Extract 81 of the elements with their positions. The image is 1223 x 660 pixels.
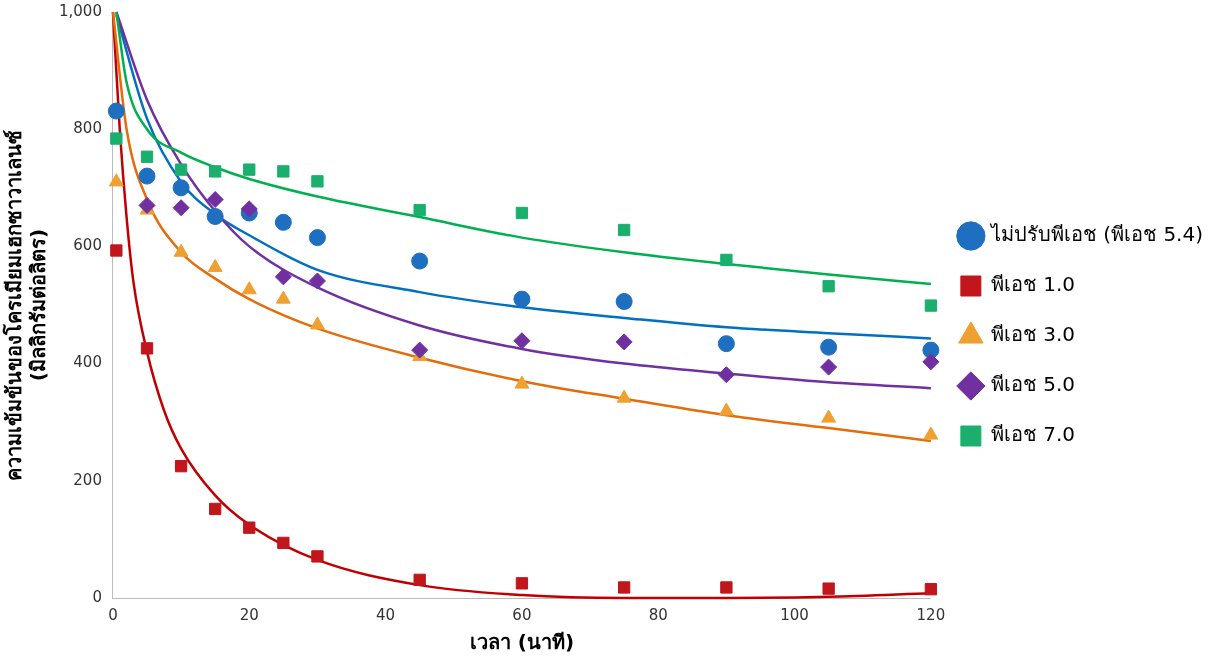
point (617, 223, 631, 237)
point (311, 550, 324, 563)
point (311, 175, 324, 188)
point (514, 375, 530, 389)
point (615, 333, 633, 351)
line-series (115, 10, 933, 286)
point (924, 299, 938, 312)
point (243, 163, 256, 176)
point (277, 536, 290, 550)
point (515, 206, 529, 220)
legend-label: พีเอช 7.0 (990, 422, 1076, 447)
point (720, 581, 733, 594)
point (209, 502, 222, 516)
x-tick-label: 80 (648, 605, 668, 624)
point (173, 243, 189, 257)
x-tick-label: 100 (780, 605, 809, 624)
point (274, 213, 292, 231)
point (411, 252, 429, 270)
point (924, 583, 938, 596)
point (923, 426, 939, 440)
point (240, 200, 258, 218)
legend-label: พีเอช 5.0 (990, 372, 1076, 397)
point (241, 281, 257, 295)
point (616, 389, 632, 403)
point (138, 167, 156, 185)
point (617, 581, 631, 594)
x-tick-label: 60 (512, 605, 532, 624)
x-axis-title: เวลา (นาที) (469, 630, 575, 655)
point (413, 573, 426, 586)
point (110, 132, 123, 145)
y-tick-label: 600 (73, 236, 102, 255)
point (615, 292, 633, 310)
point (277, 165, 290, 178)
point (922, 353, 940, 371)
point (717, 335, 735, 353)
point (718, 402, 734, 416)
y-tick-label: 800 (73, 119, 102, 138)
point (515, 577, 529, 590)
point (822, 280, 835, 293)
point (820, 338, 838, 356)
y-tick-label: 0 (92, 587, 102, 606)
y-axis-title: ความเข้มข้นของโครเมียมเฮกซาวาเลนซ์ (มิลลิกรัมต่อลิตร) (2, 129, 51, 481)
point (310, 316, 325, 330)
point (308, 272, 326, 290)
y-tick-label: 400 (73, 353, 102, 372)
point (140, 150, 154, 163)
legend-label: ไม่ปรับพีเอช (พีเอช 5.4) (988, 222, 1204, 247)
y-tick-label: 1,000 (58, 1, 102, 20)
legend-label: พีเอช 1.0 (990, 272, 1076, 297)
point (209, 165, 222, 178)
point (717, 366, 735, 384)
point (206, 208, 224, 226)
point (174, 459, 188, 473)
x-tick-label: 40 (376, 605, 396, 624)
point (172, 199, 190, 217)
point (720, 253, 733, 267)
point (513, 290, 531, 308)
point (411, 341, 429, 359)
point (243, 521, 256, 534)
point (822, 582, 835, 595)
point (820, 358, 838, 376)
point (207, 259, 223, 272)
x-tick-label: 20 (239, 605, 259, 624)
point (107, 102, 125, 120)
point (174, 163, 188, 176)
point (108, 173, 124, 187)
point (110, 244, 123, 257)
point (513, 332, 531, 350)
x-tick-label: 0 (108, 605, 118, 624)
point (206, 191, 224, 209)
point (138, 196, 156, 214)
y-tick-label: 200 (73, 470, 102, 489)
point (275, 290, 291, 304)
point (413, 203, 426, 217)
legend-label: พีเอช 3.0 (990, 322, 1076, 347)
x-tick-label: 120 (916, 605, 946, 624)
point (308, 229, 326, 247)
point (140, 342, 154, 355)
point (821, 409, 837, 423)
point (274, 268, 292, 286)
point (172, 179, 190, 197)
